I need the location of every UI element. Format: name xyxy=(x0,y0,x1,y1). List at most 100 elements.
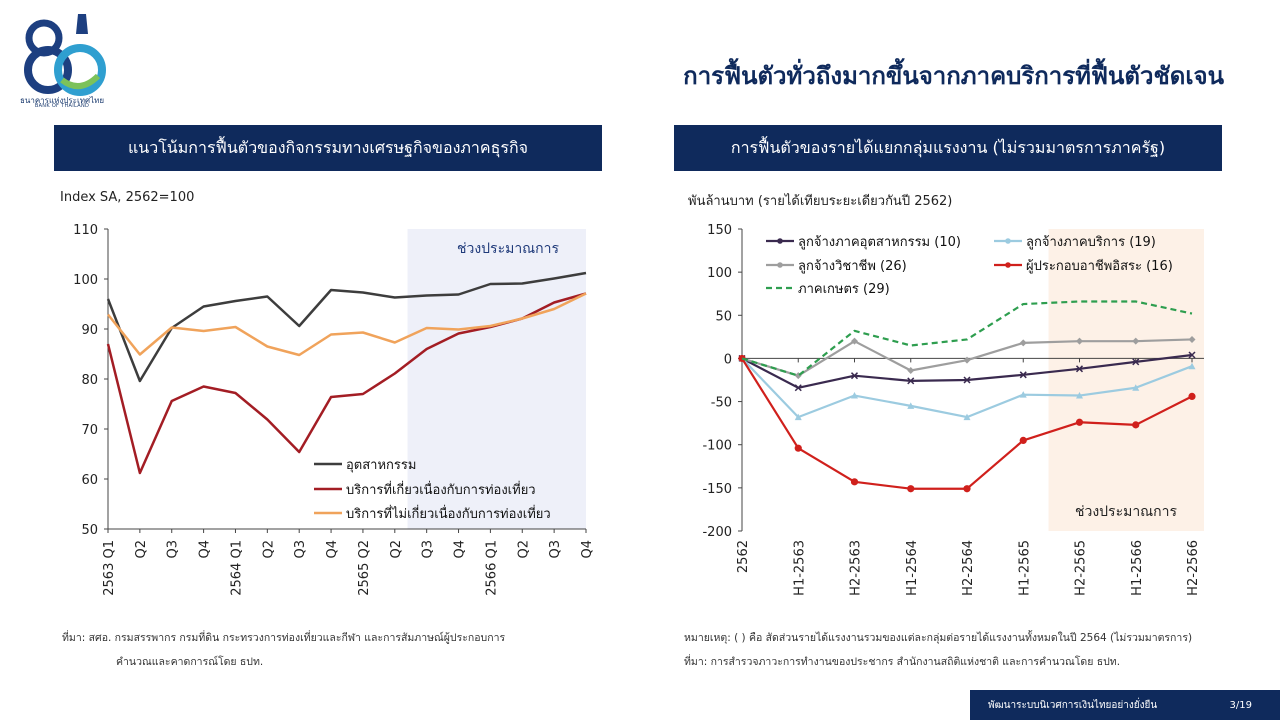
right-note-line: หมายเหตุ: ( ) คือ สัดส่วนรายได้แรงงานรวม… xyxy=(684,632,1193,644)
business-activity-chart: ช่วงประมาณการ 50 60 70 80 90 100 110 2563 Q1 Q2 Q3… xyxy=(73,223,595,596)
left-series-line-0 xyxy=(106,271,587,383)
logo-name-th: ธนาคารแห่งประเทศไทย xyxy=(19,96,105,105)
right-data-point xyxy=(1132,337,1140,345)
right-forecast-label: ช่วงประมาณการ xyxy=(1075,504,1178,520)
right-data-point xyxy=(1019,339,1027,347)
right-y-tick-label: 150 xyxy=(707,223,732,238)
right-y-tick-label: 0 xyxy=(724,352,732,367)
right-data-point xyxy=(1019,371,1027,379)
right-data-point xyxy=(1188,362,1196,370)
left-source-line2: คำนวณและคาดการณ์โดย ธปท. xyxy=(116,656,264,668)
right-data-point xyxy=(963,376,971,384)
page-number: 3/19 xyxy=(1229,699,1252,711)
right-legend-marker-3 xyxy=(1005,262,1011,268)
right-data-point xyxy=(1019,436,1027,444)
right-y-tick-label: -150 xyxy=(702,482,732,497)
right-data-point xyxy=(850,372,859,380)
logo-name-en: BANK OF THAILAND xyxy=(34,103,90,109)
left-x-tick-label: Q4 xyxy=(325,540,340,559)
right-legend-label-1: ลูกจ้างภาคบริการ (19) xyxy=(1026,235,1156,250)
right-y-tick-label: -50 xyxy=(711,396,732,411)
right-data-point xyxy=(1076,337,1083,345)
right-data-point xyxy=(851,337,858,345)
right-x-tick-label: H1-2564 xyxy=(905,540,920,596)
right-x-tick-label: H1-2563 xyxy=(792,540,807,596)
left-y-tick-label: 80 xyxy=(81,373,98,388)
left-x-tick-label: Q2 xyxy=(134,540,149,559)
right-data-point xyxy=(794,444,802,452)
right-unit-label: พันล้านบาท (รายได้เทียบระยะเดียวกันปี 25… xyxy=(688,194,953,209)
right-data-point xyxy=(1019,391,1027,398)
right-data-point xyxy=(1132,384,1140,391)
right-data-point xyxy=(1132,421,1140,429)
right-data-point xyxy=(963,356,971,364)
left-forecast-label: ช่วงประมาณการ xyxy=(457,241,560,257)
page-title: การฟื้นตัวทั่วถึงมากขึ้นจากภาคบริการที่ฟ… xyxy=(683,62,1224,90)
right-x-tick-label: H2-2565 xyxy=(1074,540,1089,596)
left-legend-label-0: อุตสาหกรรม xyxy=(346,458,416,473)
right-data-point xyxy=(963,485,971,493)
left-series-line-2 xyxy=(107,292,587,357)
left-x-tick-label: Q2 xyxy=(261,540,276,559)
right-data-point xyxy=(1075,365,1084,373)
right-y-tick-label: -200 xyxy=(702,525,732,540)
right-data-point xyxy=(1188,392,1196,400)
right-data-point xyxy=(963,413,971,421)
right-x-tick-label: H2-2566 xyxy=(1186,540,1201,596)
footer-bar: พัฒนาระบบนิเวศการเงินไทยอย่างยั่งยืน 3/1… xyxy=(970,690,1280,720)
right-legend-marker-2 xyxy=(777,262,783,268)
left-legend-label-2: บริการที่ไม่เกี่ยวเนื่องกับการท่องเที่ยว xyxy=(346,505,551,522)
right-data-point xyxy=(907,402,915,409)
right-data-point xyxy=(1188,351,1196,359)
labor-income-chart: ช่วงประมาณการ -200 -150 -100 -50 0 50 100 150 256… xyxy=(702,223,1204,596)
right-x-tick-label: H2-2564 xyxy=(961,540,976,596)
left-y-tick-label: 50 xyxy=(81,523,98,538)
left-x-tick-label: Q4 xyxy=(453,540,468,559)
left-x-tick-label: Q4 xyxy=(198,540,213,559)
right-y-tick-label: -100 xyxy=(702,439,732,454)
right-legend-label-3: ผู้ประกอบอาชีพอิสระ (16) xyxy=(1026,258,1173,274)
right-x-tick-label: H2-2563 xyxy=(849,540,864,596)
right-series-line-4 xyxy=(741,300,1193,377)
right-x-tick-label: H1-2566 xyxy=(1130,540,1145,596)
left-x-tick-label: 2563 Q1 xyxy=(102,540,117,596)
right-legend-label-4: ภาคเกษตร (29) xyxy=(798,282,890,297)
left-y-tick-label: 110 xyxy=(73,223,98,238)
right-data-point xyxy=(907,367,915,375)
left-x-tick-label: 2564 Q1 xyxy=(229,540,244,596)
right-data-point xyxy=(1132,358,1140,366)
left-source-line1: ที่มา: สศอ. กรมสรรพากร กรมที่ดิน กระทรวง… xyxy=(62,632,506,644)
right-legend-marker-1 xyxy=(1005,238,1011,244)
right-y-tick-label: 100 xyxy=(707,266,732,281)
right-y-tick-label: 50 xyxy=(715,309,732,324)
left-x-tick-label: Q2 xyxy=(389,540,404,559)
right-forecast-region xyxy=(1048,229,1204,531)
right-data-point xyxy=(851,392,858,399)
left-y-tick-label: 60 xyxy=(81,473,98,488)
right-data-point xyxy=(794,413,802,421)
left-x-tick-label: Q3 xyxy=(166,540,181,559)
left-legend-label-1: บริการที่เกี่ยวเนื่องกับการท่องเที่ยว xyxy=(346,481,536,498)
left-x-tick-label: Q3 xyxy=(293,540,308,559)
bank-of-thailand-logo xyxy=(24,14,106,96)
right-data-point xyxy=(907,485,915,493)
right-legend-label-2: ลูกจ้างวิชาชีพ (26) xyxy=(798,258,907,274)
right-data-point xyxy=(907,377,915,385)
left-panel-title: แนวโน้มการฟื้นตัวของกิจกรรมทางเศรษฐกิจขอ… xyxy=(54,125,602,171)
left-x-tick-label: Q4 xyxy=(580,540,595,559)
right-legend-label-0: ลูกจ้างภาคอุตสาหกรรม (10) xyxy=(798,235,961,250)
right-panel-title: การฟื้นตัวของรายได้แยกกลุ่มแรงงาน (ไม่รว… xyxy=(674,125,1222,171)
right-data-point xyxy=(794,384,802,392)
right-data-point xyxy=(1075,418,1084,426)
left-y-tick-label: 100 xyxy=(73,273,98,288)
right-legend-marker-0 xyxy=(777,238,783,244)
left-x-tick-label: Q3 xyxy=(548,540,563,559)
right-data-point xyxy=(850,478,859,486)
right-x-tick-label: 2562 xyxy=(736,540,751,573)
left-y-tick-label: 90 xyxy=(81,323,98,338)
left-x-tick-label: 2566 Q1 xyxy=(484,540,499,596)
left-x-tick-label: Q3 xyxy=(421,540,436,559)
right-data-point xyxy=(1188,335,1196,343)
left-x-tick-label: Q2 xyxy=(516,540,531,559)
left-y-tick-label: 70 xyxy=(81,423,98,438)
